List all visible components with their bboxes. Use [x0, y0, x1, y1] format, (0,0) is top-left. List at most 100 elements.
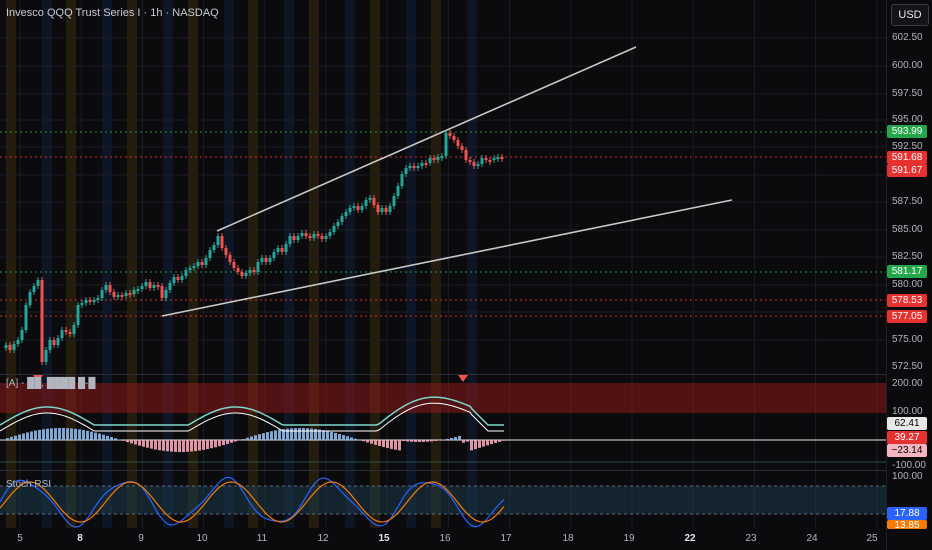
candle-body	[244, 273, 248, 276]
candle-body	[96, 298, 100, 300]
histogram-bar	[414, 440, 417, 442]
histogram-bar	[54, 428, 57, 440]
symbol-title[interactable]: Invesco QQQ Trust Series I · 1h · NASDAQ	[6, 7, 219, 19]
histogram-bar	[126, 440, 129, 443]
session-band	[431, 0, 441, 528]
histogram-bar	[86, 430, 89, 440]
candle-body	[216, 236, 220, 245]
price-axis-border	[886, 0, 887, 550]
candle-body	[292, 236, 296, 240]
histogram-bar	[418, 440, 421, 442]
candle-body	[28, 292, 32, 305]
stoch-rsi-label[interactable]: Stoch RSI	[6, 479, 52, 490]
candle-body	[380, 208, 384, 212]
oscillator-tick: -100.00	[892, 460, 926, 469]
candle-body	[116, 295, 120, 297]
histogram-bar	[446, 438, 449, 440]
candle-body	[84, 300, 88, 303]
histogram-bar	[14, 435, 17, 440]
candle-body	[8, 345, 12, 350]
histogram-bar	[370, 440, 373, 444]
histogram-bar	[226, 440, 229, 444]
candle-body	[228, 255, 232, 262]
time-tick: 8	[77, 533, 83, 544]
histogram-bar	[346, 436, 349, 440]
candle-body	[472, 162, 476, 166]
histogram-bar	[290, 428, 293, 440]
histogram-bar	[38, 429, 41, 440]
histogram-bar	[18, 434, 21, 440]
histogram-bar	[174, 440, 177, 452]
oscillator-label[interactable]: [A] - ██, ████ █-█	[6, 378, 96, 389]
candle-body	[356, 206, 360, 210]
pane-separator[interactable]	[0, 374, 886, 375]
price-tick: 597.50	[892, 88, 923, 99]
candle-body	[448, 133, 452, 136]
candle-body	[332, 226, 336, 232]
candle-body	[268, 258, 272, 262]
histogram-bar	[222, 440, 225, 446]
candle-body	[452, 136, 456, 140]
pane-separator[interactable]	[0, 470, 886, 471]
support-level-badge: 581.17	[887, 265, 927, 278]
time-tick: 11	[256, 533, 268, 544]
candle-body	[160, 286, 164, 298]
time-tick: 25	[866, 533, 878, 544]
histogram-bar	[322, 430, 325, 440]
histogram-bar	[162, 440, 165, 451]
histogram-bar	[42, 429, 45, 440]
histogram-bar	[458, 435, 461, 440]
histogram-bar	[30, 431, 33, 440]
histogram-bar	[46, 428, 49, 440]
histogram-bar	[378, 440, 381, 446]
histogram-bar	[262, 433, 265, 440]
session-band	[370, 0, 380, 528]
candle-body	[392, 196, 396, 206]
oscillator-value-badge: 62.41	[887, 417, 927, 430]
histogram-bar	[350, 437, 353, 440]
histogram-bar	[230, 440, 233, 443]
histogram-bar	[70, 428, 73, 440]
candle-body	[72, 325, 76, 334]
histogram-bar	[62, 428, 65, 440]
price-tick: 580.00	[892, 279, 923, 290]
histogram-bar	[334, 432, 337, 440]
histogram-bar	[198, 440, 201, 451]
candle-body	[192, 266, 196, 268]
candle-body	[284, 244, 288, 252]
session-band	[345, 0, 355, 528]
histogram-bar	[482, 440, 485, 447]
histogram-bar	[434, 440, 437, 441]
candle-body	[112, 292, 116, 297]
candle-body	[188, 268, 192, 270]
price-chart-pane[interactable]	[0, 0, 886, 374]
price-tick: 595.00	[892, 114, 923, 125]
candle-body	[372, 198, 376, 205]
time-tick: 9	[138, 533, 144, 544]
stoch-rsi-pane[interactable]	[0, 0, 886, 550]
histogram-bar	[294, 428, 297, 440]
session-band	[188, 0, 198, 528]
oscillator-wave-2	[0, 402, 504, 432]
histogram-bar	[206, 440, 209, 450]
candle-body	[364, 200, 368, 206]
candle-body	[276, 248, 280, 252]
candle-body	[348, 208, 352, 212]
candle-body	[404, 168, 408, 174]
candle-body	[172, 277, 176, 283]
histogram-bar	[138, 440, 141, 446]
candle-body	[260, 258, 264, 262]
candle-body	[100, 290, 104, 298]
candle-body	[384, 208, 388, 212]
time-tick: 22	[684, 533, 696, 544]
currency-button[interactable]: USD	[891, 4, 929, 26]
histogram-bar	[498, 440, 501, 442]
candle-body	[360, 206, 364, 210]
candle-body	[440, 156, 444, 158]
oscillator-wave-1	[0, 396, 504, 426]
histogram-bar	[254, 435, 257, 440]
candle-body	[124, 293, 128, 296]
session-band	[42, 0, 52, 528]
oscillator-pane[interactable]	[0, 0, 886, 550]
session-band	[309, 0, 319, 528]
